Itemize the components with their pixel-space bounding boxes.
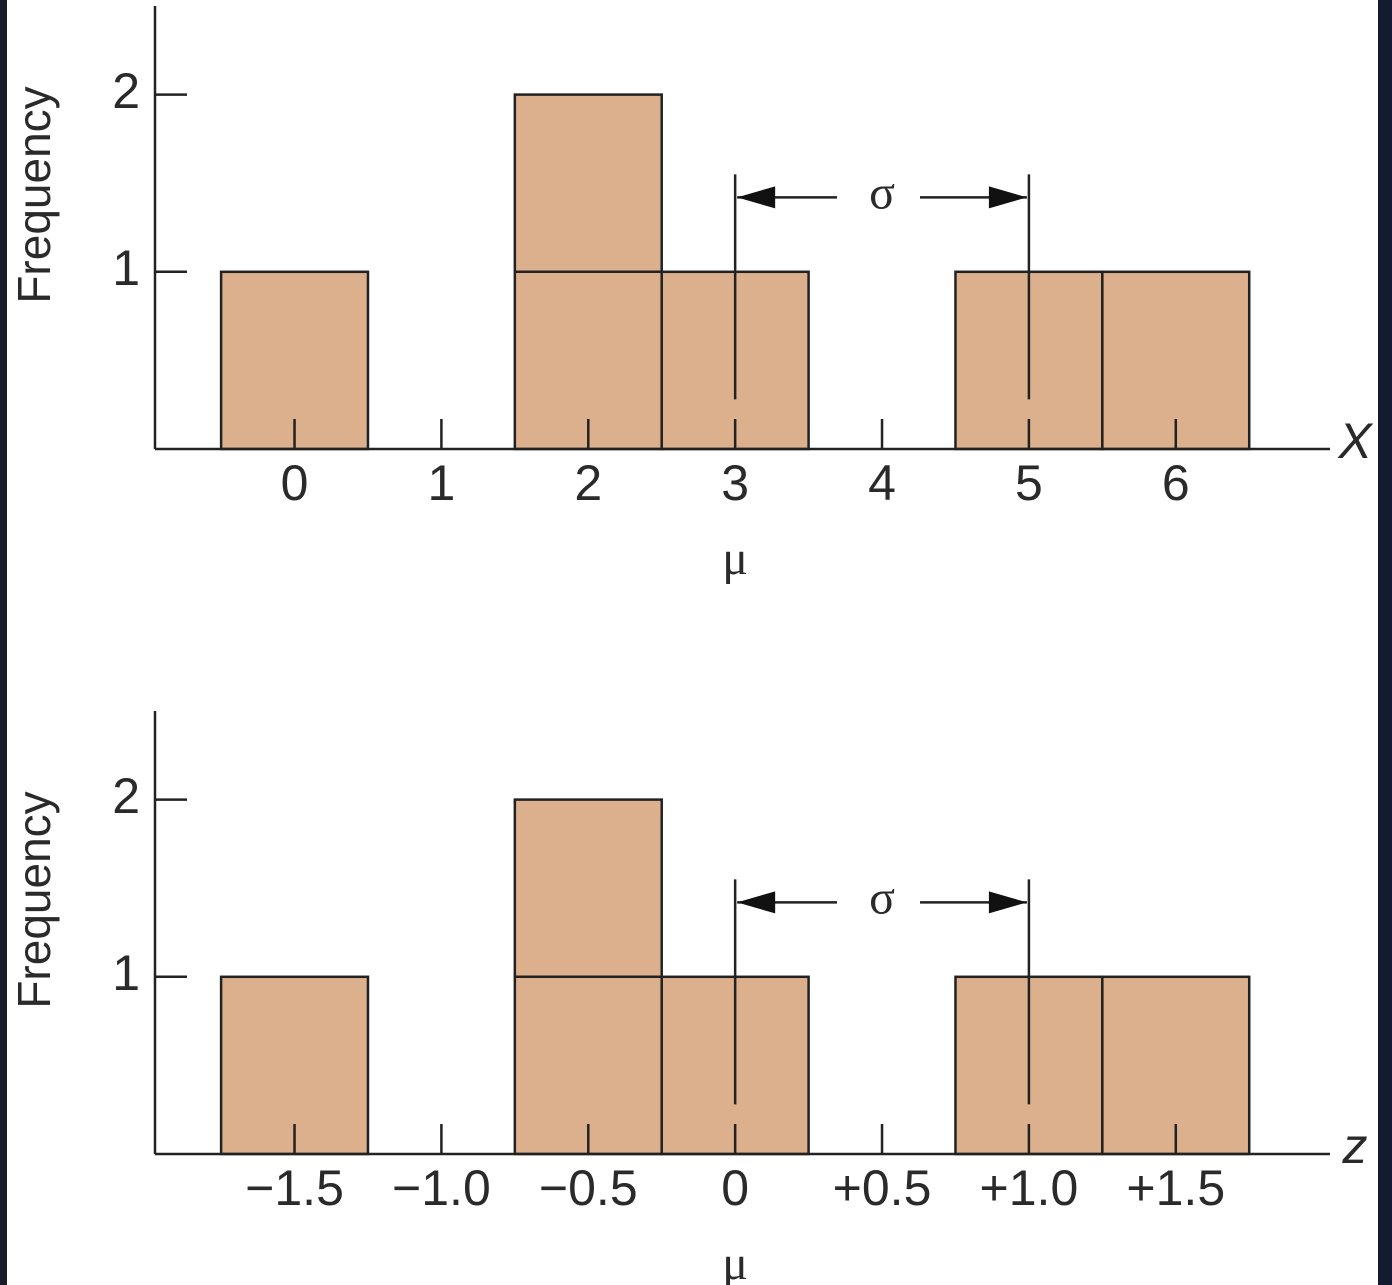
y-tick-label: 1 [112,945,140,1001]
x-tick-label: −1.0 [392,1160,491,1216]
x-tick-label: 4 [868,455,896,511]
x-tick-label: 3 [721,455,749,511]
x-tick-label: −1.5 [245,1160,344,1216]
arrowhead [988,186,1027,209]
y-axis-label: Frequency [8,791,60,1008]
x-tick-label: −0.5 [539,1160,638,1216]
right-border [1378,0,1392,1285]
chart-panel: σ μ 0 1 2 3 4 5 6 1 2 X Frequency [8,6,1373,585]
mean-label: μ [722,1237,748,1285]
x-tick-label: 6 [1162,455,1190,511]
chart-panel: σ μ −1.5 −1.0 −0.5 0 +0.5 +1.0 +1.5 1 2 z Frequency [8,711,1368,1285]
x-tick-label: 0 [281,455,309,511]
y-tick-label: 2 [112,768,140,824]
x-tick-label: 5 [1015,455,1043,511]
arrowhead [737,891,776,914]
arrowhead [988,891,1027,914]
x-tick-label: +1.0 [980,1160,1079,1216]
x-tick-label: 1 [428,455,456,511]
y-axis-label: Frequency [8,86,60,303]
sd-label: σ [869,871,895,924]
y-tick-label: 1 [112,240,140,296]
x-tick-label: 0 [721,1160,749,1216]
arrowhead [737,186,776,209]
x-axis-label: z [1342,1118,1368,1174]
sd-label: σ [869,166,895,219]
x-tick-label: +1.5 [1126,1160,1225,1216]
x-axis-label: X [1337,413,1373,469]
y-tick-label: 2 [112,63,140,119]
bar [1101,975,1251,1156]
left-border [0,0,7,1285]
mean-label: μ [722,532,748,585]
x-tick-label: +0.5 [833,1160,932,1216]
x-tick-label: 2 [574,455,602,511]
